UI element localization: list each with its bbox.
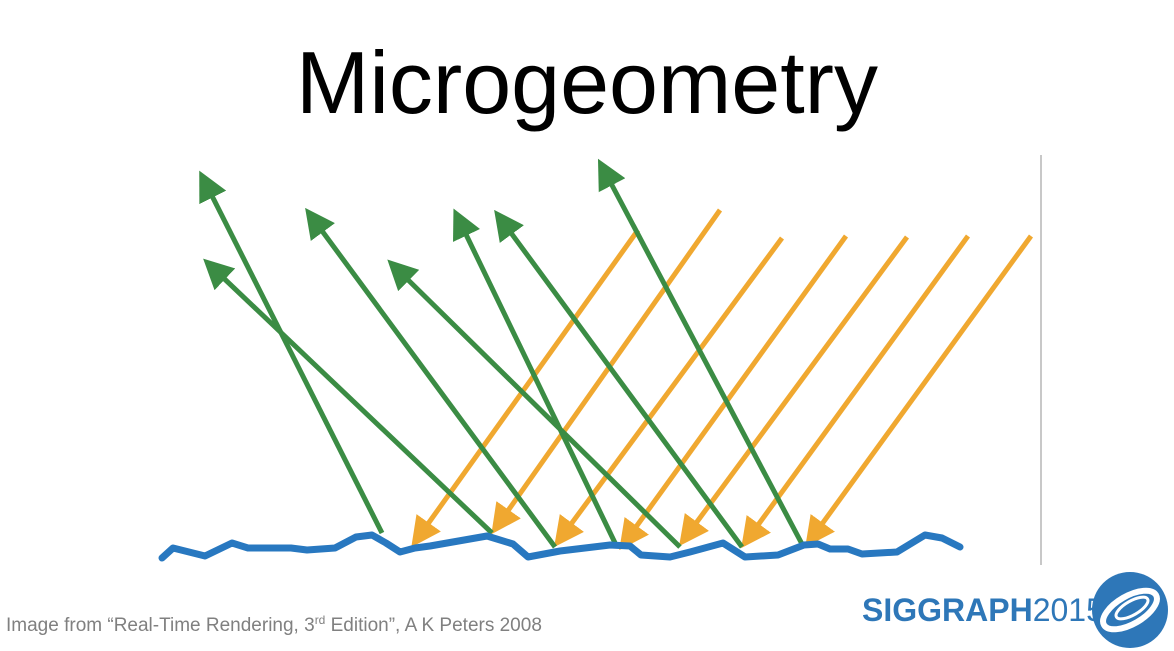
reflected-ray — [199, 170, 385, 535]
reflected-rays — [199, 158, 805, 549]
brand-name: SIGGRAPH — [862, 592, 1033, 628]
slide-title: Microgeometry — [296, 33, 878, 132]
credit-prefix: Image from “Real-Time Rendering, 3 — [6, 615, 315, 636]
incident-ray — [619, 234, 849, 551]
incident-ray — [411, 228, 641, 548]
reflected-ray — [597, 158, 805, 546]
incident-ray — [554, 236, 785, 548]
incident-ray — [679, 235, 910, 547]
reflected-ray — [387, 259, 682, 549]
reflected-ray — [305, 207, 558, 549]
rough-surface-line — [158, 531, 964, 562]
credit-suffix: Edition”, A K Peters 2008 — [325, 615, 542, 636]
vertical-divider — [1040, 155, 1042, 565]
credit-superscript: rd — [314, 613, 326, 627]
reflected-ray — [203, 258, 494, 535]
reflected-ray — [494, 209, 745, 549]
incident-rays — [411, 208, 1034, 551]
incident-ray — [805, 234, 1034, 548]
image-credit: Image from “Real-Time Rendering, 3rd Edi… — [6, 613, 542, 637]
siggraph-swirl-logo-icon — [1092, 572, 1168, 648]
incident-ray — [741, 234, 971, 549]
siggraph-wordmark: SIGGRAPH2015 — [862, 590, 1104, 630]
reflected-ray — [453, 208, 620, 549]
